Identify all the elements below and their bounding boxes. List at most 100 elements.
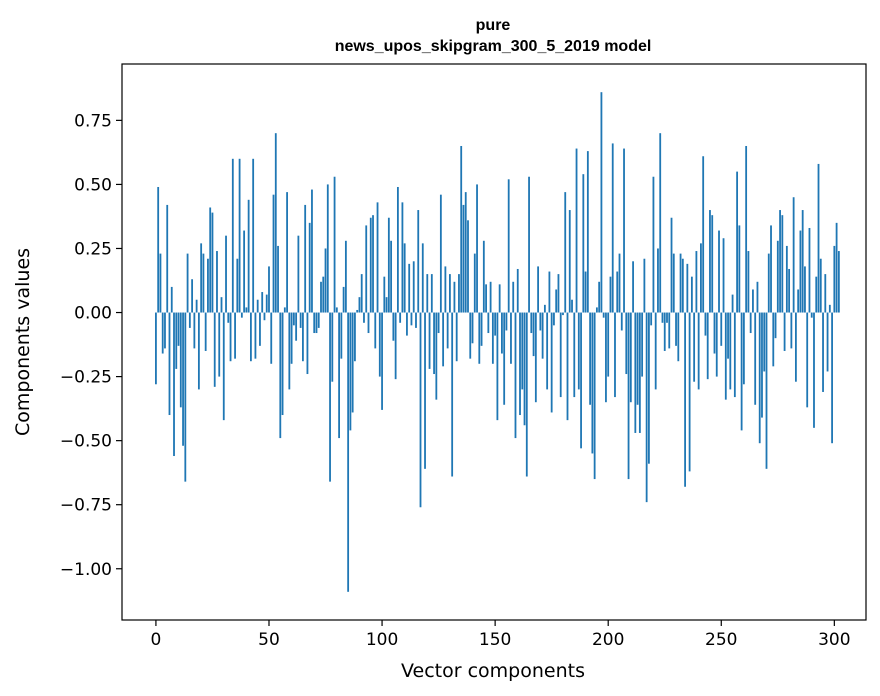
bar	[342, 286, 345, 313]
bar	[358, 297, 361, 313]
bar	[571, 299, 573, 313]
bar	[616, 271, 619, 313]
bar	[591, 312, 594, 454]
bar	[455, 312, 458, 362]
bar	[564, 192, 567, 313]
bar	[218, 312, 221, 377]
bar	[243, 230, 246, 313]
x-axis-label: Vector components	[401, 660, 585, 682]
bar	[304, 204, 307, 313]
bar	[249, 312, 252, 362]
bar	[292, 312, 295, 326]
bar	[363, 312, 365, 323]
bar	[403, 243, 406, 313]
bar	[715, 312, 718, 377]
bar	[501, 312, 503, 354]
bar	[311, 189, 313, 313]
bar	[496, 312, 499, 421]
bar	[788, 268, 791, 313]
bar	[510, 312, 512, 364]
bar	[688, 312, 691, 472]
bar	[589, 312, 592, 405]
bar	[238, 158, 241, 313]
bar	[392, 312, 395, 341]
bar	[697, 312, 700, 390]
bar	[372, 215, 374, 313]
bar	[451, 312, 454, 477]
bar	[720, 312, 723, 346]
bar	[494, 312, 497, 336]
y-tick-label: 0.00	[74, 304, 112, 324]
bar	[580, 312, 582, 449]
bar	[822, 312, 824, 392]
bar	[607, 312, 610, 377]
bar	[374, 312, 377, 349]
bar	[826, 312, 829, 372]
bar	[706, 312, 709, 380]
bar	[776, 240, 779, 313]
bar	[837, 251, 840, 313]
bar	[209, 207, 212, 313]
bar	[197, 312, 200, 390]
bar	[794, 312, 797, 382]
bar	[354, 312, 356, 362]
bar	[817, 163, 820, 313]
bar	[790, 312, 793, 349]
bar	[797, 289, 800, 313]
bar	[207, 258, 209, 313]
bar	[661, 312, 664, 323]
bar	[756, 281, 759, 313]
bar	[473, 253, 476, 313]
bar	[593, 312, 596, 480]
bar	[424, 312, 426, 469]
bar	[709, 210, 711, 313]
bar	[385, 297, 388, 313]
bar	[270, 312, 273, 364]
y-tick-label: −0.25	[60, 368, 112, 388]
x-axis-ticks: 0 50 100 150 200 250 300	[151, 620, 851, 650]
bar	[263, 312, 266, 321]
bar	[828, 304, 831, 313]
bar	[729, 312, 732, 390]
bar	[657, 248, 659, 313]
bar	[783, 312, 786, 351]
bar	[184, 312, 187, 482]
bar	[718, 230, 720, 313]
bar	[333, 176, 336, 313]
bar	[792, 197, 795, 313]
bar	[164, 312, 166, 349]
bar	[677, 312, 680, 362]
bar	[378, 312, 381, 377]
bar	[390, 240, 393, 313]
bar	[265, 294, 268, 313]
bar	[313, 312, 316, 334]
bar	[288, 312, 291, 390]
bar	[575, 148, 578, 313]
bar	[745, 145, 748, 313]
bar	[537, 266, 540, 313]
bar	[543, 304, 546, 313]
bar	[722, 238, 725, 313]
bar	[204, 312, 207, 351]
bar	[824, 274, 827, 313]
bar	[324, 248, 327, 313]
bar	[290, 312, 293, 364]
bar	[670, 217, 673, 313]
bar	[442, 312, 445, 367]
bar	[532, 312, 535, 357]
bar	[507, 179, 510, 313]
bar	[559, 312, 562, 398]
bar	[229, 312, 232, 362]
bar	[428, 312, 431, 369]
bar	[566, 312, 569, 421]
bar	[279, 312, 282, 439]
bar	[177, 312, 180, 346]
bar	[331, 312, 334, 382]
x-tick-label: 100	[366, 630, 398, 650]
bar	[286, 192, 288, 313]
bar	[598, 281, 601, 313]
bar	[799, 230, 802, 313]
bar	[704, 312, 707, 336]
